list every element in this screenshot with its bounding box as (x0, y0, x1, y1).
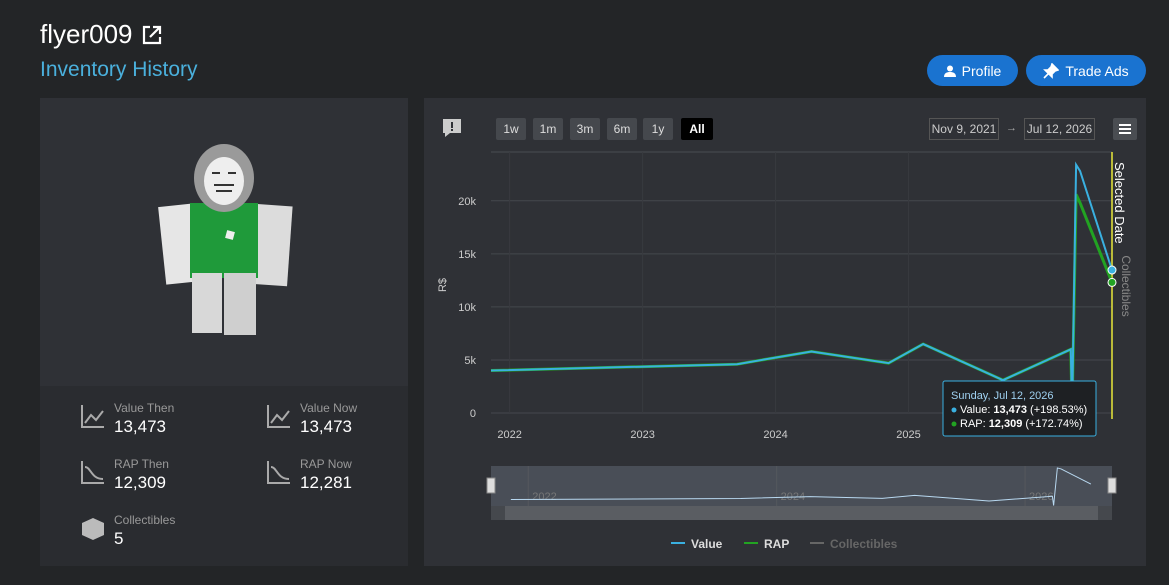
stat-value: 5 (114, 529, 124, 548)
tooltip-name: Value: (960, 404, 990, 416)
trade-ads-button[interactable]: Trade Ads (1026, 55, 1146, 86)
chart-panel: 1w 1m 3m 6m 1y All Nov 9, 2021 → Jul 12, 2026 0 5… (424, 98, 1146, 566)
profile-button[interactable]: Profile (927, 55, 1018, 86)
external-link-icon[interactable] (141, 24, 163, 46)
feedback-icon[interactable] (441, 117, 463, 139)
navigator-line (510, 467, 1092, 506)
end-marker (1107, 277, 1117, 287)
stat-label: Value Then (114, 401, 175, 415)
stat: Value Then 13,473 (80, 401, 174, 437)
x-tick-label: 2023 (630, 429, 654, 441)
selected-date-label: Selected Date (1112, 162, 1127, 244)
stat: RAP Then 12,309 (80, 457, 169, 493)
tooltip-change: (+198.53%) (1030, 404, 1087, 416)
stat: Value Now 13,473 (266, 401, 357, 437)
stat-text: RAP Then 12,309 (114, 457, 169, 493)
stat-value: 12,281 (300, 473, 352, 492)
stat-icon (267, 405, 290, 428)
y2-axis-label: Collectibles (1119, 255, 1133, 316)
tooltip-name: RAP: (960, 418, 986, 430)
tooltip-line: Value: 13,473 (+198.53%) (960, 404, 1087, 416)
navigator-handle[interactable] (486, 477, 496, 494)
chart: 0 5k 10k 15k 20k 2022 2023 2024 2025 R$ Collectibl… (437, 151, 1133, 551)
tooltip-box (942, 380, 1097, 437)
stat-icon (267, 461, 290, 484)
stat-value: 13,473 (300, 417, 352, 436)
date-from[interactable]: Nov 9, 2021 (929, 118, 999, 140)
date-arrow: → (1006, 122, 1017, 134)
navigator-handle[interactable] (1107, 477, 1117, 494)
icon (1043, 62, 1060, 79)
tooltip-value: 12,309 (989, 418, 1023, 430)
stat-text: Collectibles 5 (114, 513, 175, 549)
stat-icon (81, 461, 104, 484)
y-tick-label: 5k (464, 355, 476, 367)
scrollbar-right (1098, 506, 1112, 520)
range-button[interactable]: 1w (496, 118, 526, 140)
stat-label: Collectibles (114, 513, 176, 527)
y-tick-label: 10k (458, 302, 476, 314)
range-button[interactable]: All (681, 118, 713, 140)
tooltip-dot (951, 407, 957, 413)
legend-label[interactable]: Value (691, 537, 723, 551)
navigator-tick-label: 2022 (532, 491, 556, 503)
y-tick-label: 15k (458, 249, 476, 261)
stat-label: RAP Then (114, 457, 169, 471)
stat-label: RAP Now (300, 457, 352, 471)
legend-label[interactable]: Collectibles (830, 537, 898, 551)
label: Trade Ads (1065, 62, 1129, 79)
range-button[interactable]: 1y (643, 118, 673, 140)
range-button[interactable]: 6m (607, 118, 637, 140)
date-to[interactable]: Jul 12, 2026 (1024, 118, 1095, 140)
stat-label: Value Now (300, 401, 358, 415)
tooltip-value: 13,473 (993, 404, 1027, 416)
x-tick-label: 2022 (497, 429, 521, 441)
stat-text: Value Now 13,473 (300, 401, 357, 437)
tooltip-dot (951, 421, 957, 427)
line-series (490, 161, 1113, 410)
tooltip-change: (+172.74%) (1025, 418, 1082, 430)
range-button[interactable]: 3m (570, 118, 600, 140)
line-series (490, 193, 1114, 410)
end-marker (1107, 265, 1117, 275)
tooltip-date: Sunday, Jul 12, 2026 (951, 390, 1054, 402)
scrollbar-left (491, 506, 505, 520)
y-tick-label: 20k (458, 196, 476, 208)
stat-text: Value Then 13,473 (114, 401, 174, 437)
legend-label[interactable]: RAP (764, 537, 789, 551)
subtitle: Inventory History (40, 58, 198, 81)
y-axis-label: R$ (437, 278, 449, 292)
stat-icon (82, 518, 104, 540)
username: flyer009 (40, 19, 133, 49)
stat-value: 13,473 (114, 417, 166, 436)
range-button[interactable]: 1m (533, 118, 563, 140)
label: Profile (961, 62, 1002, 79)
icon (943, 65, 956, 77)
stat: Collectibles 5 (80, 513, 175, 549)
stat-text: RAP Now 12,281 (300, 457, 352, 493)
stat-icon (81, 405, 104, 428)
avatar (158, 144, 293, 335)
stat-value: 12,309 (114, 473, 166, 492)
avatar-panel (40, 98, 408, 566)
tooltip-line: RAP: 12,309 (+172.74%) (960, 418, 1083, 430)
menu-button[interactable] (1113, 118, 1137, 140)
y-tick-label: 0 (470, 408, 476, 420)
scrollbar (491, 506, 1112, 520)
x-tick-label: 2024 (763, 429, 787, 441)
username-row: flyer009 (40, 19, 163, 50)
stat: RAP Now 12,281 (266, 457, 352, 493)
x-tick-label: 2025 (896, 429, 920, 441)
